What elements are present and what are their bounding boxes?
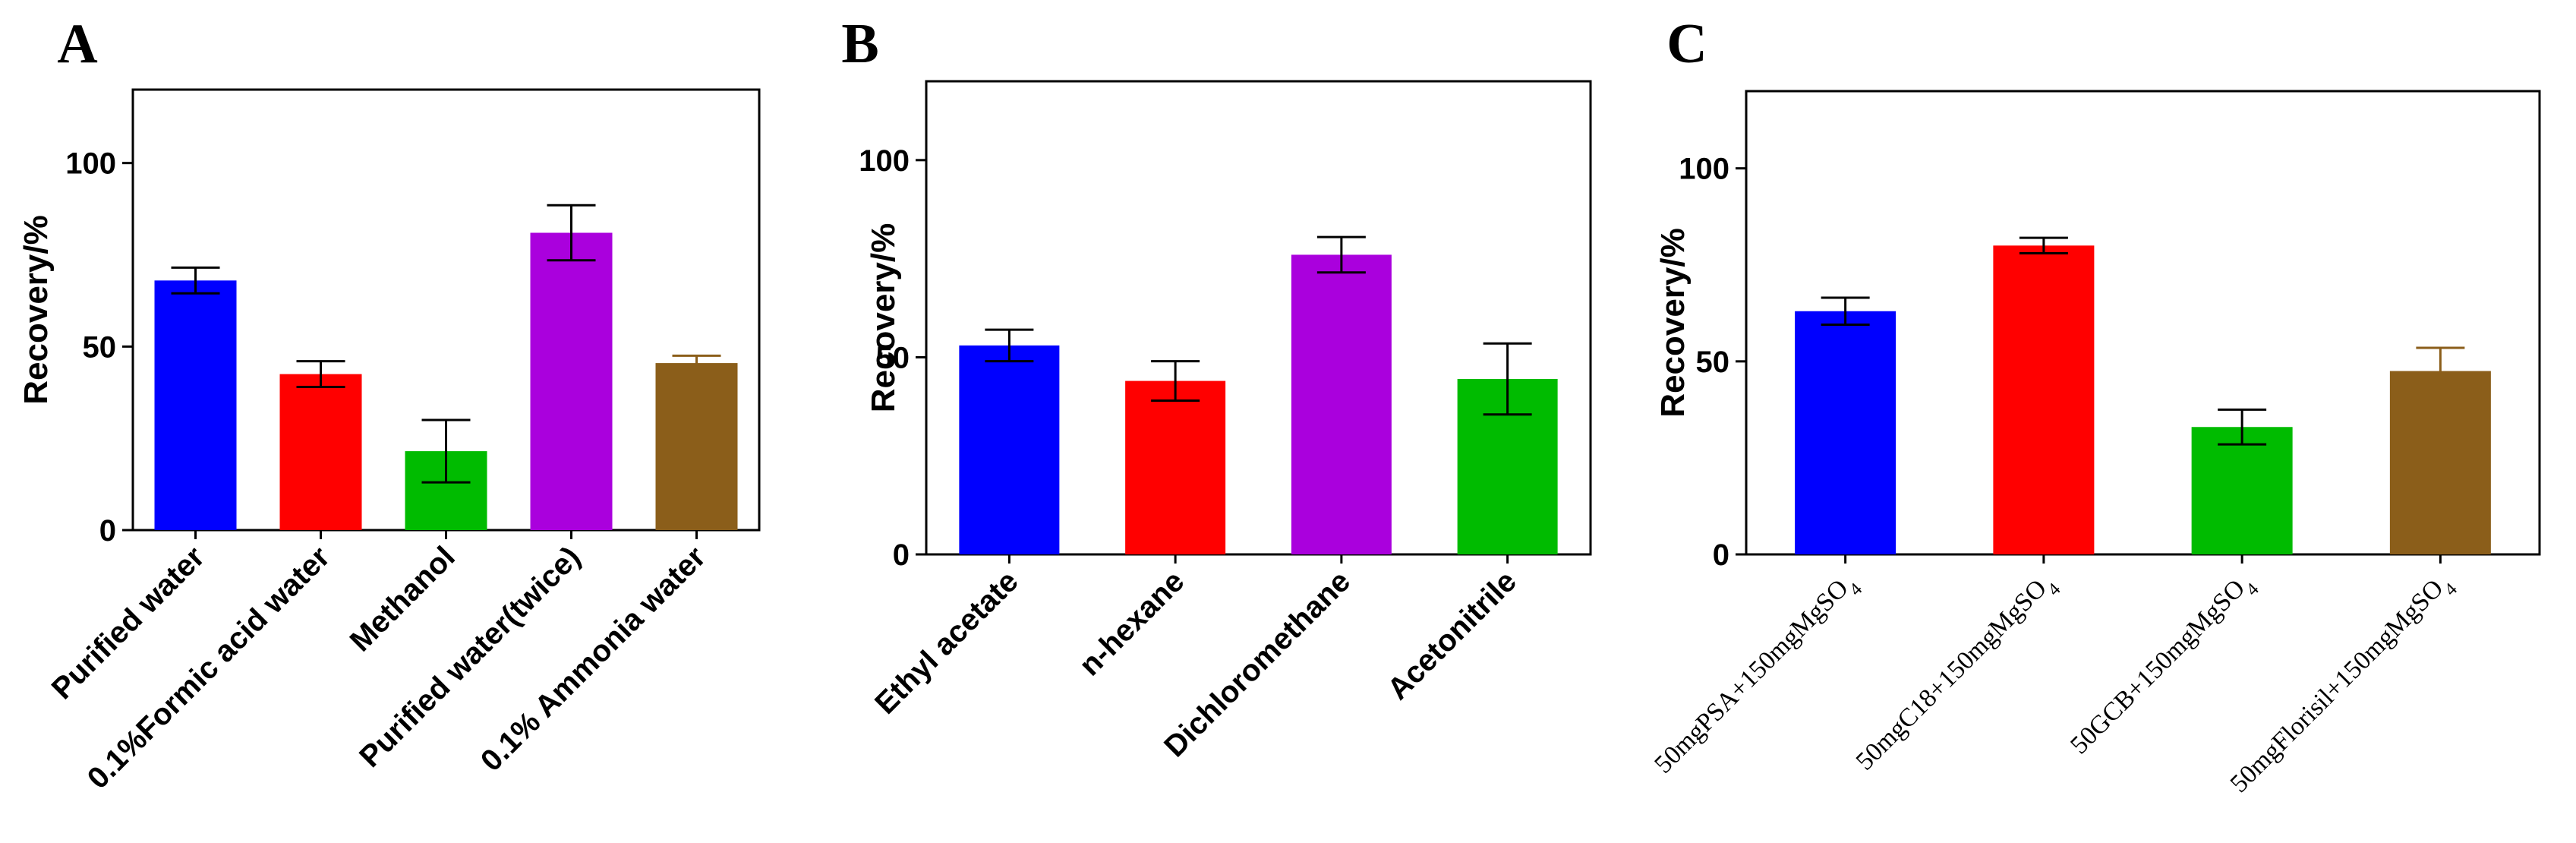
bar bbox=[655, 363, 738, 530]
y-tick-label: 50 bbox=[876, 341, 910, 374]
y-tick-label: 0 bbox=[1713, 538, 1729, 572]
x-tick-label: 50GCB+150mgMgSO4 bbox=[2065, 567, 2262, 765]
bar bbox=[2191, 427, 2293, 554]
y-axis-label: Recovery/% bbox=[1654, 228, 1692, 417]
x-tick-label: 50mgC18+150mgMgSO4 bbox=[1851, 567, 2065, 781]
x-tick-label: 0.1%Formic acid water bbox=[81, 540, 336, 795]
x-tick-label: Methanol bbox=[344, 540, 462, 658]
y-tick-label: 0 bbox=[893, 538, 910, 572]
x-tick-label: Acetonitrile bbox=[1381, 564, 1523, 706]
x-tick-label: Ethyl acetate bbox=[869, 564, 1025, 721]
y-tick-label: 0 bbox=[99, 514, 116, 548]
bar bbox=[1291, 254, 1392, 554]
plot-frame bbox=[925, 80, 1592, 556]
x-tick-label: 50mgFlorisil+150mgMgSO4 bbox=[2225, 567, 2461, 804]
bar bbox=[279, 374, 362, 530]
plot-frame bbox=[1745, 90, 2541, 556]
y-tick-label: 50 bbox=[83, 330, 117, 364]
bar bbox=[154, 280, 237, 530]
y-tick-label: 100 bbox=[859, 144, 910, 178]
x-tick-label: n-hexane bbox=[1073, 564, 1190, 682]
chart-panel-b: B Recovery/% 0 50 100 Ethyl acetate n-hexaneDi… bbox=[841, 13, 1592, 763]
bar bbox=[1795, 311, 1897, 554]
bar bbox=[1125, 380, 1226, 554]
x-tick-label: 0.1% Ammonia water bbox=[475, 540, 712, 778]
y-tick-label: 100 bbox=[65, 147, 116, 181]
y-axis-label: Recovery/% bbox=[17, 215, 55, 404]
x-tick-label: 50mgPSA+150mgMgSO4 bbox=[1649, 567, 1866, 785]
bar bbox=[530, 232, 613, 530]
x-tick-label: Purified water(twice) bbox=[353, 540, 587, 774]
x-tick-label: Dichloromethane bbox=[1158, 564, 1357, 763]
y-axis-label: Recovery/% bbox=[865, 223, 902, 412]
panel-letter: C bbox=[1666, 13, 1707, 75]
panel-letter: B bbox=[841, 13, 878, 75]
y-tick-label: 100 bbox=[1679, 153, 1729, 186]
bar bbox=[959, 345, 1060, 554]
panel-letter: A bbox=[57, 13, 97, 75]
bar bbox=[2389, 371, 2491, 554]
y-tick-label: 50 bbox=[1696, 346, 1730, 379]
bar bbox=[1993, 245, 2095, 554]
chart-panel-c: C Recovery/% 0 50 100 50mgPSA+150mgMgSO450mgC… bbox=[1649, 13, 2541, 804]
